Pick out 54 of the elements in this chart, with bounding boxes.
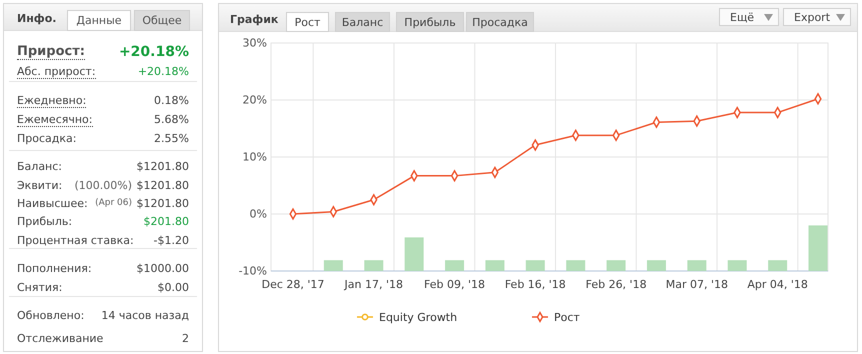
text: Прибыль	[396, 12, 464, 32]
text: Рост	[286, 12, 329, 32]
text: +20.18%	[118, 44, 189, 60]
text: Инфо.	[17, 12, 56, 25]
text: $201.80	[144, 215, 189, 228]
legend-label: Рост	[554, 311, 580, 324]
y-tick-label: 30%	[242, 36, 267, 50]
x-tick-label: Feb 26, '18	[586, 278, 647, 291]
text: Просадка	[466, 12, 534, 32]
text: Отслеживание	[17, 332, 104, 345]
text: Процентная ставка:	[17, 234, 134, 247]
text: Прибыль:	[17, 215, 72, 228]
text: Просадка:	[17, 132, 76, 145]
text: $1201.80	[136, 160, 189, 173]
text: Обновлено:	[17, 309, 84, 322]
x-tick-label: Jan 17, '18	[344, 278, 404, 291]
text: Общее	[134, 10, 190, 31]
y-tick-label: 10%	[242, 150, 267, 164]
text: Данные	[67, 10, 131, 31]
text: Export	[794, 11, 830, 24]
x-tick-label: Feb 09, '18	[424, 278, 486, 291]
text: 2	[182, 332, 189, 345]
text: $0.00	[158, 281, 189, 294]
text: Баланс	[335, 12, 390, 32]
text: Ежедневно:	[17, 94, 86, 108]
text: Абс. прирост:	[17, 65, 96, 79]
text: (Apr 06)	[95, 198, 132, 208]
text: 0.18%	[154, 94, 189, 107]
text: Ещё	[730, 11, 754, 24]
text: Эквити:	[17, 179, 62, 192]
text: 5.68%	[154, 113, 189, 126]
text: Ежемесячно:	[17, 113, 92, 127]
y-tick-label: 0%	[250, 208, 267, 221]
text: Снятия:	[17, 281, 62, 294]
text: Прирост:	[17, 44, 85, 60]
text: $1000.00	[136, 262, 189, 275]
y-tick-label: 20%	[242, 94, 267, 107]
text: Наивысшее:	[17, 197, 88, 210]
y-tick-label: -10%	[238, 264, 267, 278]
text: $1201.80	[136, 197, 189, 210]
text: (100.00%)	[74, 179, 132, 192]
text: $1201.80	[136, 179, 189, 192]
x-tick-label: Feb 16, '18	[504, 278, 566, 291]
text: Баланс:	[17, 160, 62, 173]
legend-label: Equity Growth	[379, 311, 458, 324]
x-tick-label: Dec 28, '17	[262, 278, 324, 291]
text: +20.18%	[138, 65, 189, 78]
text: -$1.20	[154, 234, 189, 247]
text: Пополнения:	[17, 262, 92, 275]
text: 2.55%	[154, 132, 189, 145]
x-tick-label: Apr 04, '18	[747, 278, 808, 291]
text: 14 часов назад	[101, 309, 189, 322]
x-tick-label: Mar 07, '18	[666, 278, 728, 291]
chart-title: График	[230, 13, 278, 26]
